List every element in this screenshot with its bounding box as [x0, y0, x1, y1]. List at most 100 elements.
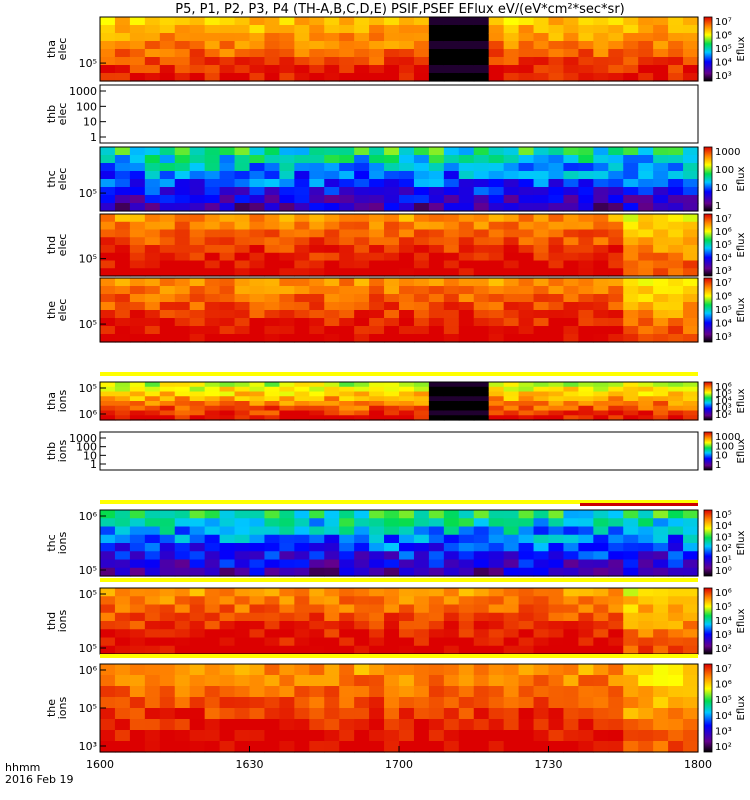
heatmap-cell	[309, 637, 325, 647]
heatmap-cell	[129, 604, 146, 614]
heatmap-cell	[114, 386, 131, 393]
heatmap-cell	[503, 268, 520, 277]
heatmap-cell	[129, 294, 146, 303]
heatmap-cell	[503, 260, 520, 269]
heatmap-cell	[608, 155, 624, 164]
heatmap-cell	[354, 155, 370, 164]
heatmap-cell	[189, 391, 206, 397]
heatmap-cell	[578, 65, 594, 74]
heatmap-cell	[578, 41, 594, 50]
heatmap-cell	[638, 41, 654, 50]
heatmap-cell	[443, 187, 460, 196]
heatmap-cell	[638, 245, 654, 254]
heatmap-cell	[174, 278, 191, 287]
heatmap-cell	[563, 326, 579, 335]
heatmap-cell	[473, 65, 490, 74]
heatmap-cell	[608, 326, 624, 335]
heatmap-cell	[488, 534, 505, 544]
heatmap-cell	[264, 260, 280, 269]
heatmap-cell	[503, 171, 520, 180]
heatmap-cell	[638, 604, 654, 614]
heatmap-cell	[503, 237, 520, 246]
heatmap-cell	[219, 415, 236, 421]
heatmap-cell	[428, 33, 445, 42]
heatmap-cell	[189, 612, 206, 622]
heatmap-cell	[249, 588, 266, 597]
heatmap-cell	[533, 65, 550, 74]
heatmap-cell	[294, 33, 310, 42]
heatmap-cell	[413, 645, 430, 655]
heatmap-cell	[563, 41, 579, 50]
heatmap-cell	[503, 155, 520, 164]
heatmap-cell	[668, 588, 684, 597]
heatmap-cell	[144, 326, 161, 335]
heatmap-cell	[428, 286, 445, 295]
heatmap-cell	[294, 637, 310, 647]
heatmap-cell	[668, 405, 684, 412]
heatmap-cell	[428, 382, 445, 388]
heatmap-cell	[623, 621, 639, 630]
ylabel-thd-elec: thdelec	[45, 234, 69, 257]
heatmap-cell	[294, 401, 310, 407]
heatmap-cell	[503, 518, 520, 528]
heatmap-cell	[503, 382, 520, 388]
heatmap-cell	[563, 510, 579, 519]
heatmap-cell	[578, 612, 594, 622]
heatmap-cell	[668, 195, 684, 204]
heatmap-cell	[294, 237, 310, 246]
heatmap-cell	[533, 386, 550, 393]
heatmap-cell	[683, 730, 699, 742]
heatmap-cell	[339, 604, 355, 614]
heatmap-cell	[384, 391, 400, 397]
heatmap-cell	[413, 415, 430, 421]
heatmap-cell	[623, 147, 639, 156]
heatmap-cell	[324, 286, 340, 295]
y-tick-label: 10⁵	[79, 382, 97, 395]
heatmap-cell	[638, 25, 654, 34]
heatmap-cell	[668, 147, 684, 156]
heatmap-cell	[638, 730, 654, 742]
heatmap-cell	[503, 621, 520, 630]
heatmap-cell	[100, 203, 116, 212]
heatmap-cell	[518, 543, 535, 552]
heatmap-cell	[638, 410, 654, 416]
heatmap-cell	[204, 612, 221, 622]
heatmap-cell	[608, 518, 624, 528]
heatmap-cell	[668, 286, 684, 295]
heatmap-cell	[653, 65, 669, 74]
heatmap-cell	[249, 310, 266, 319]
heatmap-cell	[324, 415, 340, 421]
heatmap-cell	[593, 326, 609, 335]
heatmap-cell	[608, 551, 624, 561]
heatmap-cell	[443, 543, 460, 552]
heatmap-cell	[608, 179, 624, 188]
heatmap-cell	[249, 382, 266, 388]
y-tick-label: 10⁶	[79, 664, 98, 677]
heatmap-cell	[219, 664, 236, 676]
heatmap-cell	[533, 203, 550, 212]
heatmap-cell	[189, 326, 206, 335]
heatmap-cell	[563, 187, 579, 196]
heatmap-cell	[100, 294, 116, 303]
heatmap-cell	[279, 645, 295, 655]
heatmap-cell	[548, 559, 565, 569]
heatmap-cell	[354, 621, 370, 630]
heatmap-cell	[129, 675, 146, 687]
heatmap-cell	[503, 386, 520, 393]
heatmap-cell	[339, 551, 355, 561]
heatmap-cell	[638, 526, 654, 536]
panel-band	[100, 654, 698, 658]
heatmap-cell	[384, 386, 400, 393]
heatmap-cell	[159, 526, 176, 536]
heatmap-cell	[653, 310, 669, 319]
heatmap-cell	[488, 396, 505, 402]
heatmap-cell	[683, 629, 699, 639]
heatmap-cell	[100, 629, 116, 639]
heatmap-cell	[443, 17, 460, 26]
heatmap-cell	[488, 179, 505, 188]
heatmap-cell	[548, 147, 565, 156]
heatmap-cell	[204, 302, 221, 311]
heatmap-cell	[309, 57, 325, 66]
heatmap-cell	[638, 401, 654, 407]
heatmap-cell	[413, 559, 430, 569]
